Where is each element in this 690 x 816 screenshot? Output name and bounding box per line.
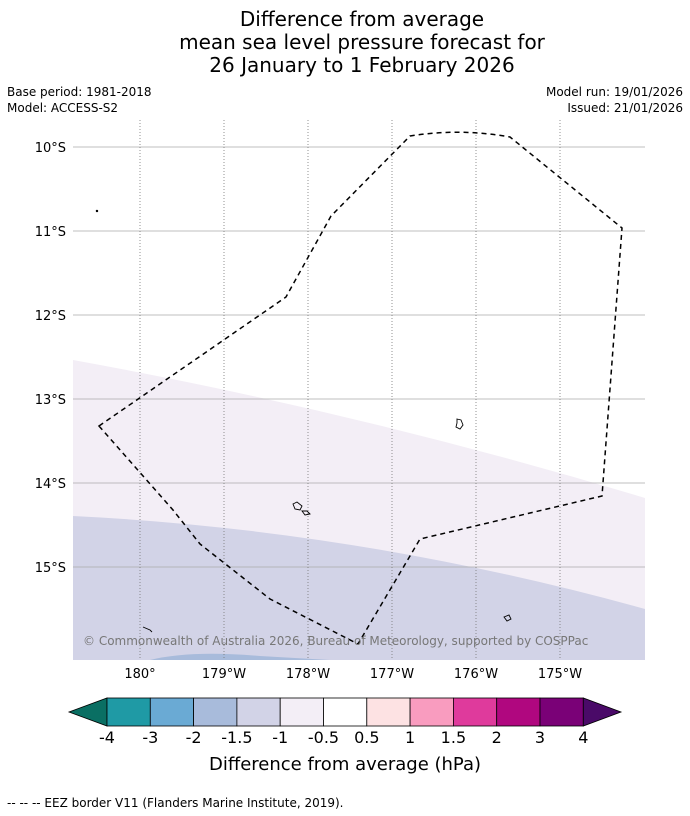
map-title: Difference from average mean sea level p… bbox=[0, 8, 690, 77]
lon-label: 176°W bbox=[454, 667, 498, 682]
anomaly-band-minus-1 bbox=[73, 516, 645, 660]
colorbar-swatch bbox=[149, 697, 195, 727]
copyright-text: © Commonwealth of Australia 2026, Bureau… bbox=[83, 634, 588, 648]
colorbar-swatch bbox=[452, 697, 498, 727]
colorbar-ticks: -4 -3 -2 -1.5 -1 -0.5 0.5 1 1.5 2 3 4 bbox=[99, 728, 588, 747]
colorbar-tick-label: 2 bbox=[492, 728, 502, 747]
colorbar-swatch bbox=[279, 697, 324, 727]
colorbar-tick-label: 1 bbox=[405, 728, 415, 747]
colorbar-swatch bbox=[323, 697, 368, 727]
colorbar-tick-label: 1.5 bbox=[441, 728, 466, 747]
island-4 bbox=[503, 614, 512, 622]
model-run: Model run: 19/01/2026 bbox=[545, 85, 683, 99]
colorbar-tick-label: 0.5 bbox=[354, 728, 379, 747]
title-line-1: Difference from average bbox=[239, 7, 485, 31]
lat-labels: 10°S 11°S 12°S 13°S 14°S 15°S bbox=[35, 141, 66, 576]
anomaly-band-minus-1.5 bbox=[150, 653, 330, 660]
colorbar-tick-label: -1.5 bbox=[221, 728, 252, 747]
colorbar-swatch bbox=[539, 697, 584, 727]
map-plot-area: © Commonwealth of Australia 2026, Bureau… bbox=[73, 120, 645, 660]
lat-label: 13°S bbox=[35, 393, 66, 408]
island-1 bbox=[455, 418, 464, 430]
lat-label: 12°S bbox=[35, 309, 66, 324]
eez-legend: -- -- -- EEZ border V11 (Flanders Marine… bbox=[7, 796, 344, 810]
eez-border bbox=[97, 131, 623, 645]
island-2 bbox=[292, 501, 303, 511]
meridians bbox=[139, 120, 561, 660]
colorbar-swatch bbox=[236, 697, 281, 727]
meta-right: Model run: 19/01/2026 Issued: 21/01/2026 bbox=[546, 84, 683, 116]
model-name: Model: ACCESS-S2 bbox=[7, 101, 119, 115]
meta-left: Base period: 1981-2018 Model: ACCESS-S2 bbox=[7, 84, 152, 116]
islands bbox=[95, 209, 512, 633]
colorbar-tick-label: -3 bbox=[142, 728, 158, 747]
colorbar-swatch bbox=[366, 697, 411, 727]
colorbar-tick-label: 4 bbox=[578, 728, 588, 747]
lat-label: 10°S bbox=[35, 141, 66, 156]
colorbar-tick-label: 3 bbox=[535, 728, 545, 747]
lon-label: 177°W bbox=[370, 667, 414, 682]
colorbar-swatch bbox=[496, 697, 541, 727]
lon-labels: 180° 179°W 178°W 177°W 176°W 175°W bbox=[124, 667, 582, 682]
colorbar-swatch bbox=[409, 697, 454, 727]
lon-label: 175°W bbox=[538, 667, 582, 682]
colorbar-tick-label: -4 bbox=[99, 728, 115, 747]
lat-label: 14°S bbox=[35, 477, 66, 492]
issued-date: Issued: 21/01/2026 bbox=[567, 101, 683, 115]
colorbar: -4 -3 -2 -1.5 -1 -0.5 0.5 1 1.5 2 3 4 Difference fr… bbox=[67, 697, 623, 775]
lon-label: 179°W bbox=[202, 667, 246, 682]
colorbar-swatch bbox=[193, 697, 238, 727]
lon-label: 180° bbox=[124, 667, 155, 682]
colorbar-extend-low bbox=[67, 697, 108, 727]
forecast-map: © Commonwealth of Australia 2026, Bureau… bbox=[35, 120, 645, 682]
title-line-2: mean sea level pressure forecast for bbox=[179, 30, 545, 54]
title-line-3: 26 January to 1 February 2026 bbox=[209, 53, 515, 77]
colorbar-extend-high bbox=[582, 697, 623, 727]
lat-label: 11°S bbox=[35, 225, 66, 240]
colorbar-tick-label: -0.5 bbox=[308, 728, 339, 747]
base-period: Base period: 1981-2018 bbox=[7, 85, 152, 99]
colorbar-title: Difference from average (hPa) bbox=[209, 754, 481, 775]
colorbar-tick-label: -2 bbox=[186, 728, 202, 747]
colorbar-tick-label: -1 bbox=[272, 728, 288, 747]
island-6 bbox=[95, 209, 99, 213]
graticule bbox=[73, 146, 645, 568]
lat-label: 15°S bbox=[35, 561, 66, 576]
island-3 bbox=[301, 510, 311, 516]
island-5 bbox=[142, 626, 153, 633]
lon-label: 178°W bbox=[286, 667, 330, 682]
colorbar-swatches bbox=[67, 697, 623, 727]
colorbar-swatch bbox=[106, 697, 151, 727]
